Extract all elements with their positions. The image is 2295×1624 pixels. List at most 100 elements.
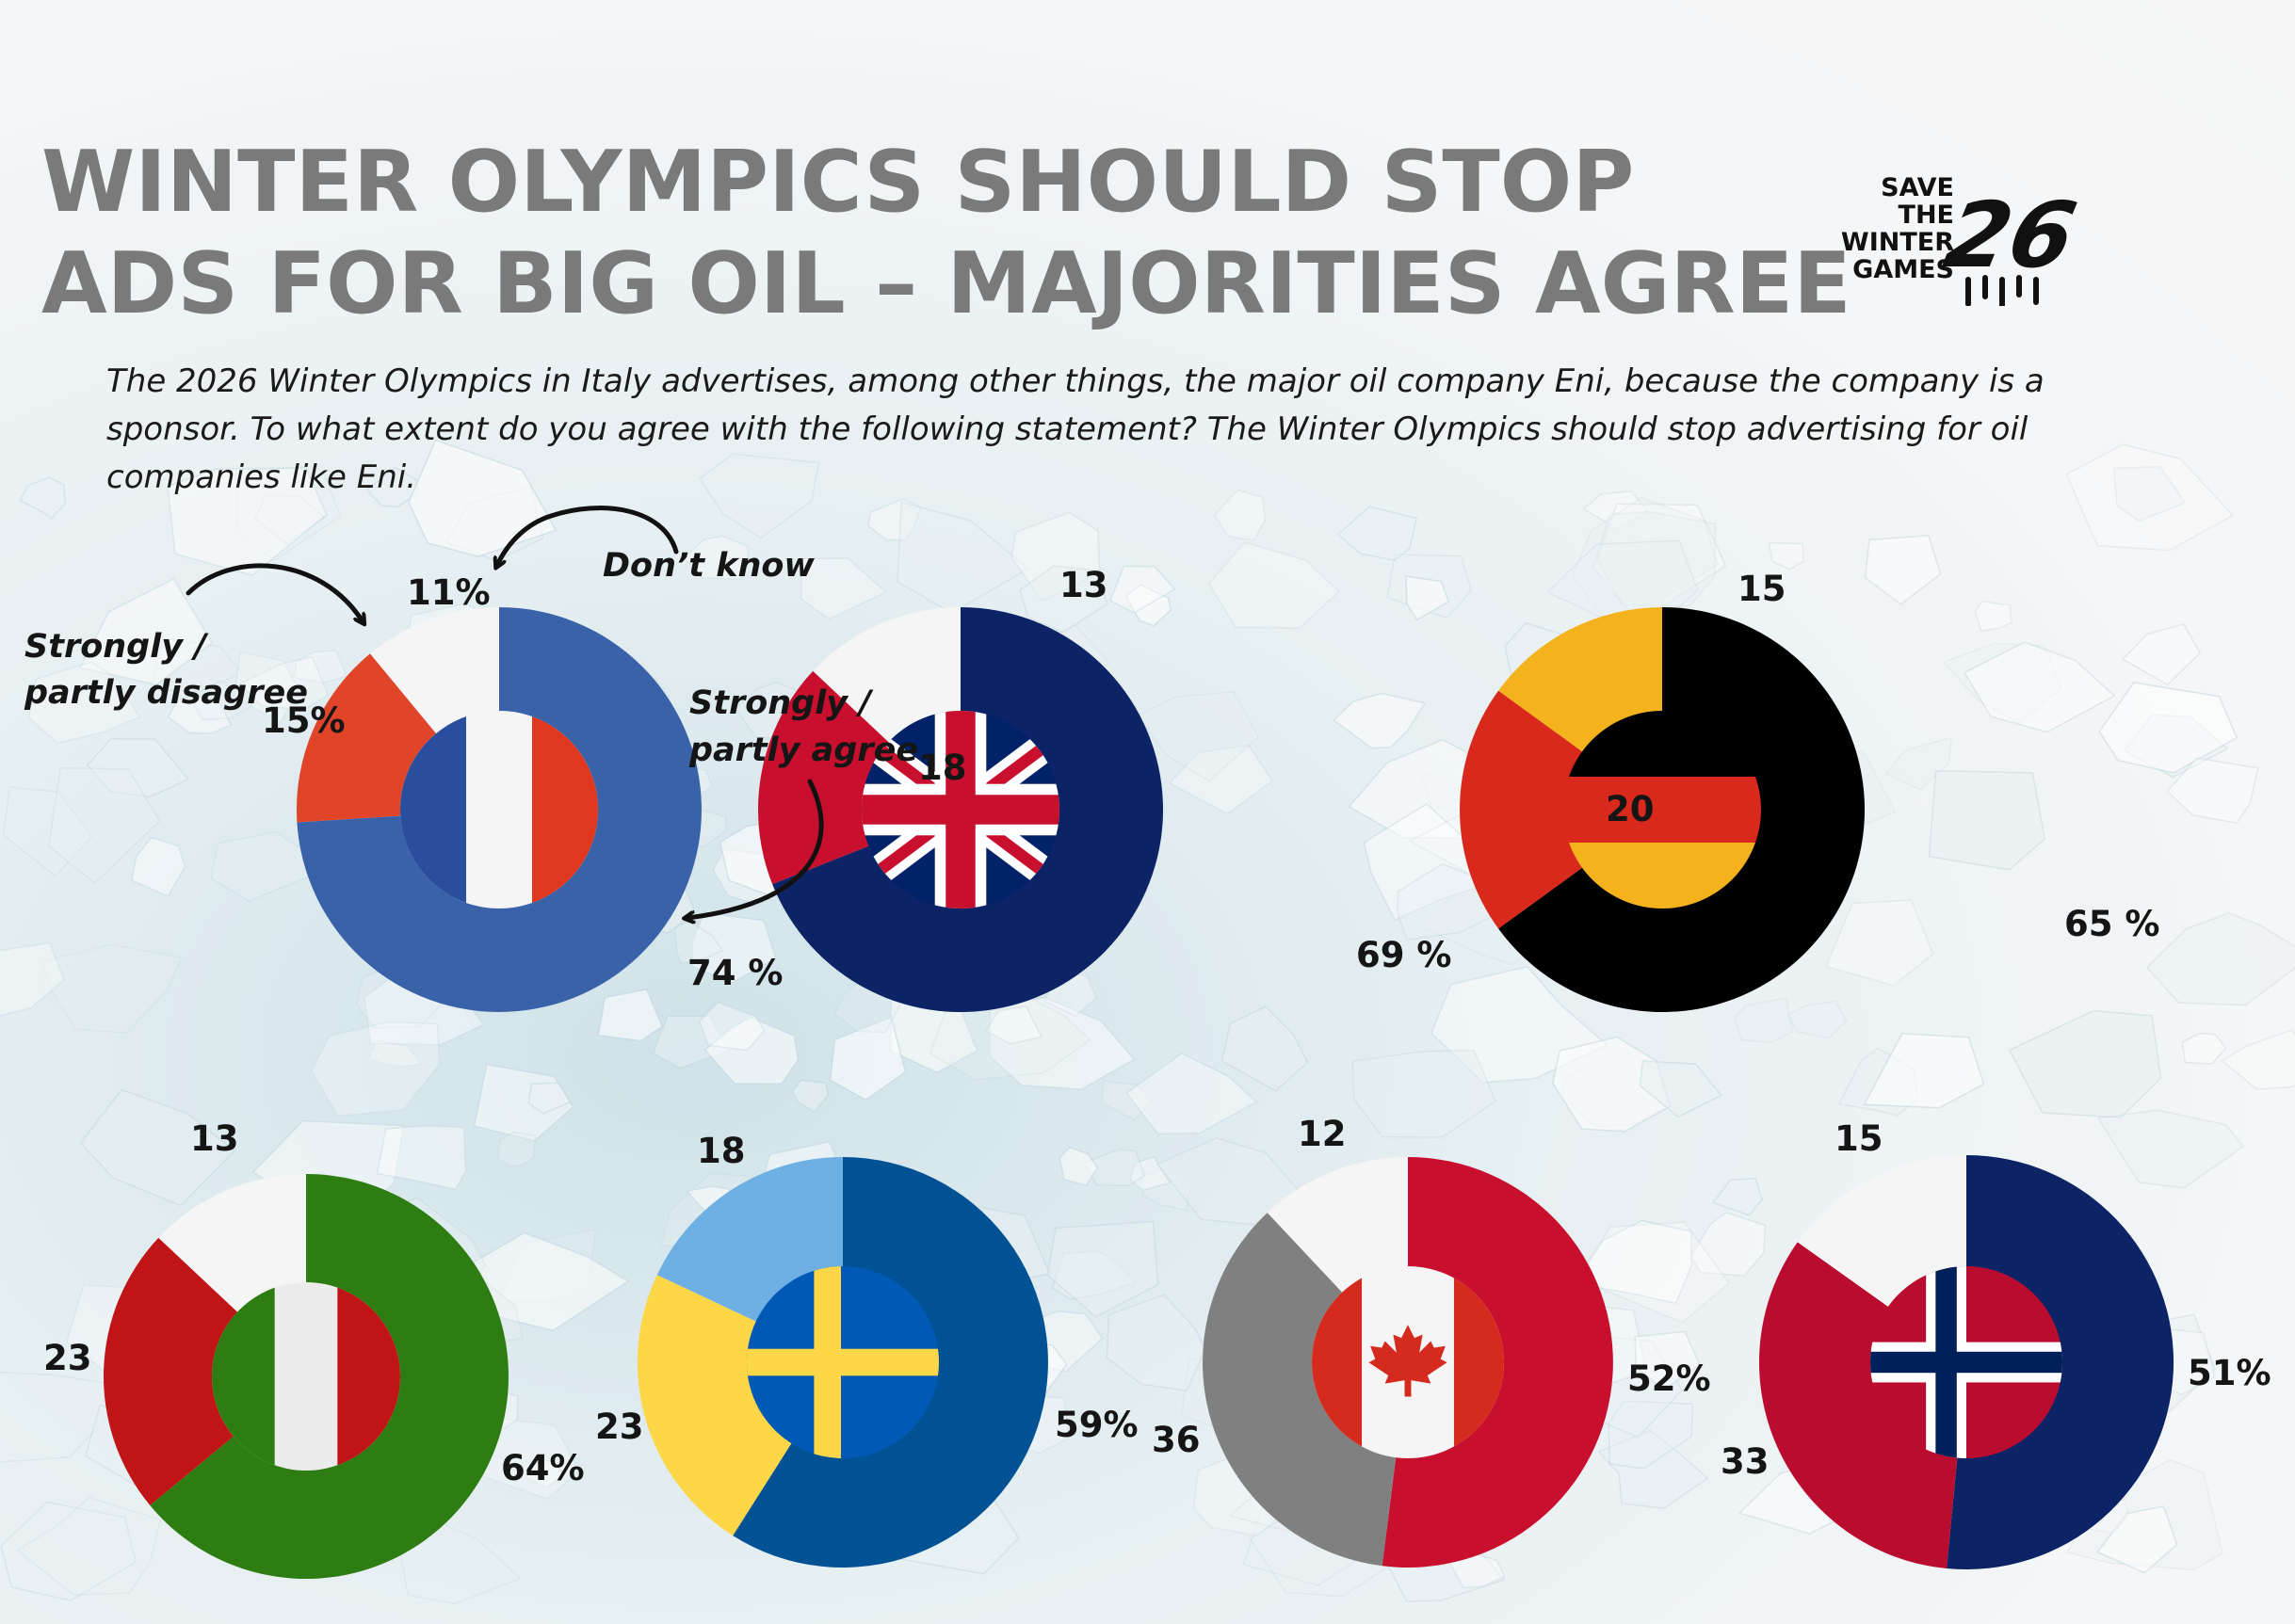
logo-line-games: GAMES: [1852, 255, 1954, 284]
ice-floe: [1689, 1211, 1767, 1277]
ice-floe: [1106, 1294, 1206, 1391]
ice-floe: [294, 650, 347, 683]
ice-floe: [2121, 623, 2202, 686]
title-line-2: ADS FOR BIG OIL – MAJORITIES AGREE: [41, 234, 1851, 333]
ice-floe: [233, 651, 299, 724]
ice-floe: [522, 1459, 565, 1489]
ice-floe: [1884, 736, 1953, 791]
ice-floe: [867, 498, 923, 541]
ice-floe: [1582, 490, 1649, 530]
ice-floe: [1964, 641, 2116, 733]
ice-floe: [1942, 642, 2062, 725]
data-label-sweden-2: 18: [697, 1131, 746, 1171]
uk-flag-icon: [862, 711, 1059, 908]
ice-floe: [929, 994, 1091, 1081]
italy-flag-icon: [212, 1282, 400, 1471]
ice-floe: [674, 920, 724, 965]
data-label-norway-2: 15: [1834, 1118, 1883, 1159]
donut-chart-france: 74 % 15% 11%: [262, 572, 783, 1012]
ice-floe: [1332, 692, 1427, 749]
data-label-germany-0: 65 %: [2064, 904, 2159, 944]
ice-floe: [1768, 541, 1804, 571]
ice-floe: [1213, 489, 1267, 541]
donut-slice-norway-1: [1759, 1242, 1966, 1568]
ice-floe: [2096, 1505, 2178, 1574]
ice-floe: [1397, 862, 1492, 941]
ice-floe: [2065, 443, 2235, 552]
ice-floe: [597, 988, 664, 1042]
ice-floe: [800, 557, 887, 620]
data-label-france-2: 11%: [407, 572, 491, 613]
ice-floe: [1551, 1036, 1672, 1133]
ice-floe: [310, 1021, 441, 1118]
data-label-italy-2: 13: [190, 1118, 239, 1159]
ice-floe: [897, 501, 1029, 615]
arrow-agree: [687, 779, 824, 918]
ice-floe: [130, 836, 186, 898]
ice-floe: [1595, 510, 1717, 607]
data-label-sweden-0: 59%: [1055, 1405, 1139, 1445]
data-label-italy-1: 23: [43, 1338, 92, 1378]
ice-floe: [364, 466, 418, 508]
france-flag-icon: [400, 711, 598, 908]
logo-mark-text: 26: [1936, 183, 2081, 288]
page-title: WINTER OLYMPICS SHOULD STOP ADS FOR BIG …: [41, 132, 1851, 335]
ice-floe: [1573, 1219, 1693, 1305]
ice-floe: [690, 911, 778, 985]
ice-floe: [2145, 911, 2295, 1006]
ice-floe: [791, 1079, 830, 1114]
ice-floe: [1863, 1033, 1985, 1109]
ice-floe: [1363, 802, 1480, 922]
donut-chart-uk: 69 % 18 13: [758, 565, 1451, 1012]
ice-floe: [1220, 1005, 1309, 1092]
ice-floe: [2112, 465, 2187, 523]
ice-floe: [1575, 1221, 1731, 1324]
data-label-italy-0: 64%: [501, 1448, 585, 1488]
ice-floe: [703, 1016, 800, 1085]
ice-floe: [376, 1124, 467, 1191]
donut-slice-germany-1: [1460, 690, 1662, 929]
ice-floe: [1168, 744, 1274, 815]
ice-floe: [367, 1039, 424, 1068]
ice-floe: [1128, 1155, 1172, 1192]
ice-floe: [2221, 1029, 2295, 1090]
ice-floe: [2008, 1009, 2162, 1118]
ice-floe: [1928, 769, 2046, 871]
ice-floe: [698, 453, 820, 539]
ice-floe: [40, 943, 183, 1034]
donut-chart-sweden: 59% 23 18: [595, 1131, 1139, 1568]
ice-floe: [1046, 1220, 1159, 1318]
drip-icon: [1965, 275, 2039, 306]
annotation-agree-line-2: partly agree: [688, 732, 918, 769]
ice-floe: [988, 996, 1136, 1090]
donut-slice-uk-1: [758, 670, 961, 885]
ice-floe: [408, 439, 558, 557]
annotation-agree-line-1: Strongly /: [689, 684, 874, 722]
norway-flag-icon: [1870, 1266, 2062, 1458]
data-label-uk-1: 18: [918, 748, 967, 788]
ice-floe: [1639, 1060, 1722, 1118]
donut-chart-italy: 64% 23 13: [43, 1118, 585, 1579]
annotation-disagree-line-2: partly disagree: [24, 674, 308, 712]
ice-floe: [16, 1496, 162, 1597]
data-label-germany-1: 20: [1606, 789, 1655, 829]
ice-floe: [192, 680, 253, 721]
save-the-winter-games-logo: SAVE THE WINTER GAMES 26: [1818, 174, 2081, 306]
ice-floe: [167, 695, 233, 735]
logo-line-the: THE: [1898, 201, 1954, 230]
data-label-uk-2: 13: [1059, 565, 1108, 605]
donut-slice-canada-1: [1203, 1213, 1408, 1567]
annotation-disagree-line-1: Strongly /: [24, 628, 209, 666]
data-label-canada-0: 52%: [1627, 1359, 1711, 1399]
ice-floe: [0, 1501, 137, 1601]
ice-floe: [1787, 1000, 1848, 1039]
ice-floe: [1634, 1330, 1701, 1391]
ice-floe: [0, 941, 66, 1017]
donut-chart-canada: 52% 36 12: [1152, 1114, 1711, 1568]
data-label-france-1: 15%: [262, 700, 346, 741]
ice-floe: [496, 1131, 537, 1167]
arrow-dont-know: [497, 506, 679, 565]
title-line-1: WINTER OLYMPICS SHOULD STOP: [41, 133, 1635, 232]
data-label-uk-0: 69 %: [1356, 935, 1451, 975]
ice-floe: [1571, 496, 1719, 622]
